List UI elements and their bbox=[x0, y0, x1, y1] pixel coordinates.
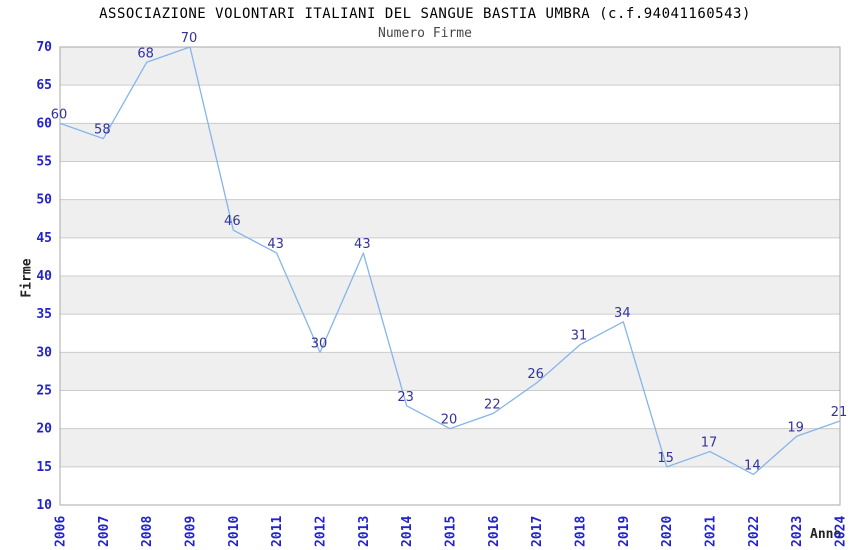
x-tick-label: 2006 bbox=[54, 516, 69, 547]
data-point-label: 31 bbox=[571, 329, 588, 344]
y-tick-label: 65 bbox=[36, 78, 52, 93]
x-tick-label: 2017 bbox=[530, 516, 545, 547]
y-tick-label: 40 bbox=[36, 269, 52, 284]
data-point-label: 60 bbox=[51, 107, 68, 122]
plot-band bbox=[60, 352, 840, 391]
y-tick-label: 60 bbox=[36, 116, 52, 131]
plot-band bbox=[60, 47, 840, 86]
data-point-label: 23 bbox=[397, 390, 414, 405]
x-tick-label: 2009 bbox=[184, 516, 199, 547]
x-tick-label: 2022 bbox=[747, 516, 762, 547]
data-point-label: 43 bbox=[354, 237, 371, 252]
plot-border bbox=[59, 46, 841, 506]
x-tick-label: 2021 bbox=[704, 516, 719, 547]
x-tick-label: 2010 bbox=[227, 516, 242, 547]
data-point-label: 58 bbox=[94, 123, 111, 138]
y-tick-label: 20 bbox=[36, 422, 52, 437]
x-tick-label: 2014 bbox=[400, 516, 415, 547]
x-tick-label: 2024 bbox=[834, 516, 849, 547]
x-tick-label: 2016 bbox=[487, 516, 502, 547]
data-point-label: 20 bbox=[441, 413, 458, 428]
y-tick-label: 30 bbox=[36, 345, 52, 360]
data-point-label: 70 bbox=[181, 31, 198, 46]
data-point-label: 26 bbox=[527, 367, 544, 382]
x-tick-label: 2018 bbox=[574, 516, 589, 547]
y-tick-label: 50 bbox=[36, 193, 52, 208]
y-tick-label: 45 bbox=[36, 231, 52, 246]
x-tick-label: 2015 bbox=[444, 516, 459, 547]
data-point-label: 46 bbox=[224, 214, 241, 229]
x-tick-label: 2007 bbox=[97, 516, 112, 547]
y-tick-label: 25 bbox=[36, 384, 52, 399]
plot-band bbox=[60, 276, 840, 315]
y-tick-label: 10 bbox=[36, 498, 52, 513]
chart-title: ASSOCIAZIONE VOLONTARI ITALIANI DEL SANG… bbox=[99, 6, 751, 22]
x-tick-label: 2012 bbox=[314, 516, 329, 547]
x-axis-label: Anno bbox=[810, 527, 842, 542]
y-tick-label: 55 bbox=[36, 155, 52, 170]
chart-subtitle: Numero Firme bbox=[378, 26, 472, 41]
data-point-label: 19 bbox=[787, 420, 804, 435]
data-point-label: 14 bbox=[744, 458, 761, 473]
x-tick-label: 2008 bbox=[140, 516, 155, 547]
series-line bbox=[59, 46, 841, 476]
data-point-label: 21 bbox=[831, 405, 848, 420]
x-tick-label: 2023 bbox=[790, 516, 805, 547]
plot-band bbox=[60, 428, 840, 467]
x-tick-label: 2020 bbox=[660, 516, 675, 547]
y-tick-label: 35 bbox=[36, 307, 52, 322]
data-point-label: 15 bbox=[657, 451, 674, 466]
x-tick-label: 2019 bbox=[617, 516, 632, 547]
data-point-label: 22 bbox=[484, 397, 501, 412]
x-tick-label: 2011 bbox=[270, 516, 285, 547]
data-point-label: 30 bbox=[311, 336, 328, 351]
x-tick-label: 2013 bbox=[357, 516, 372, 547]
plot-band bbox=[60, 199, 840, 238]
data-point-label: 17 bbox=[701, 436, 718, 451]
data-point-label: 34 bbox=[614, 306, 631, 321]
data-point-label: 43 bbox=[267, 237, 284, 252]
y-tick-label: 15 bbox=[36, 460, 52, 475]
plot-band bbox=[60, 123, 840, 162]
y-tick-label: 70 bbox=[36, 40, 52, 55]
data-point-label: 68 bbox=[137, 46, 154, 61]
